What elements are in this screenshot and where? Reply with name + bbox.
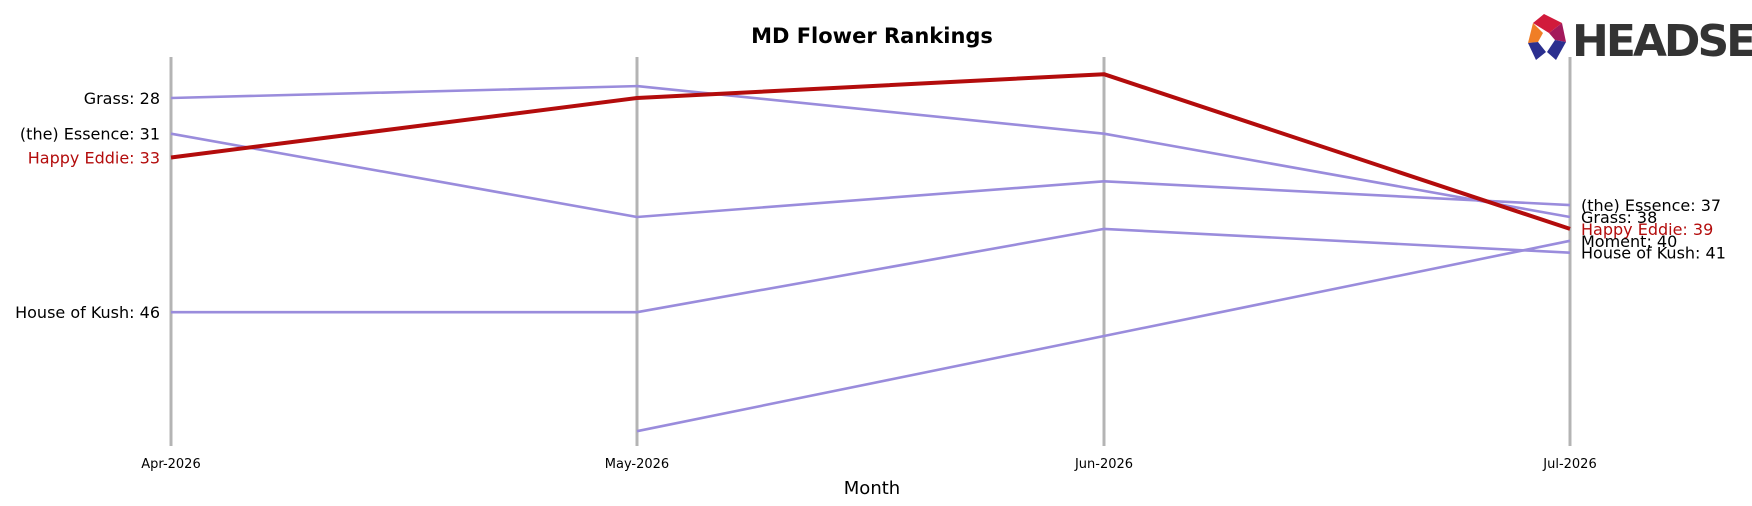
start-label-the-essence: (the) Essence: 31 [20, 125, 160, 144]
headset-logo-text: HEADSET [1572, 16, 1752, 67]
series-line-grass [170, 84, 1571, 219]
headset-logo: HEADSET [1528, 14, 1752, 67]
series-labels: Grass: 28 (the) Essence: 31 Happy Eddie: 3… [15, 89, 1726, 322]
start-label-happy-eddie: Happy Eddie: 33 [28, 149, 160, 168]
x-tick-apr-2026: Apr-2026 [141, 457, 200, 472]
x-axis-label: Month [844, 478, 900, 499]
end-label-house-of-kush: House of Kush: 41 [1581, 244, 1726, 263]
end-label-grass: Grass: 38 [1581, 208, 1657, 227]
start-label-grass: Grass: 28 [84, 89, 160, 108]
month-gridlines [169, 57, 1572, 446]
chart-title: MD Flower Rankings [751, 24, 993, 48]
end-label-happy-eddie: Happy Eddie: 39 [1581, 220, 1713, 239]
x-tick-jul-2026: Jul-2026 [1542, 457, 1596, 472]
x-tick-may-2026: May-2026 [605, 457, 669, 472]
headset-logo-icon [1528, 14, 1566, 60]
start-label-house-of-kush: House of Kush: 46 [15, 303, 160, 322]
series-lines [170, 72, 1571, 433]
x-tick-labels: Apr-2026 May-2026 Jun-2026 Jul-2026 [141, 457, 1596, 472]
series-line-happy-eddie [170, 72, 1571, 231]
end-label-the-essence: (the) Essence: 37 [1581, 196, 1721, 215]
series-line-moment [636, 239, 1571, 433]
series-line-house-of-kush [171, 227, 1571, 314]
series-line-the-essence [170, 132, 1571, 219]
x-tick-jun-2026: Jun-2026 [1074, 457, 1133, 472]
end-label-moment: Moment: 40 [1581, 232, 1677, 251]
